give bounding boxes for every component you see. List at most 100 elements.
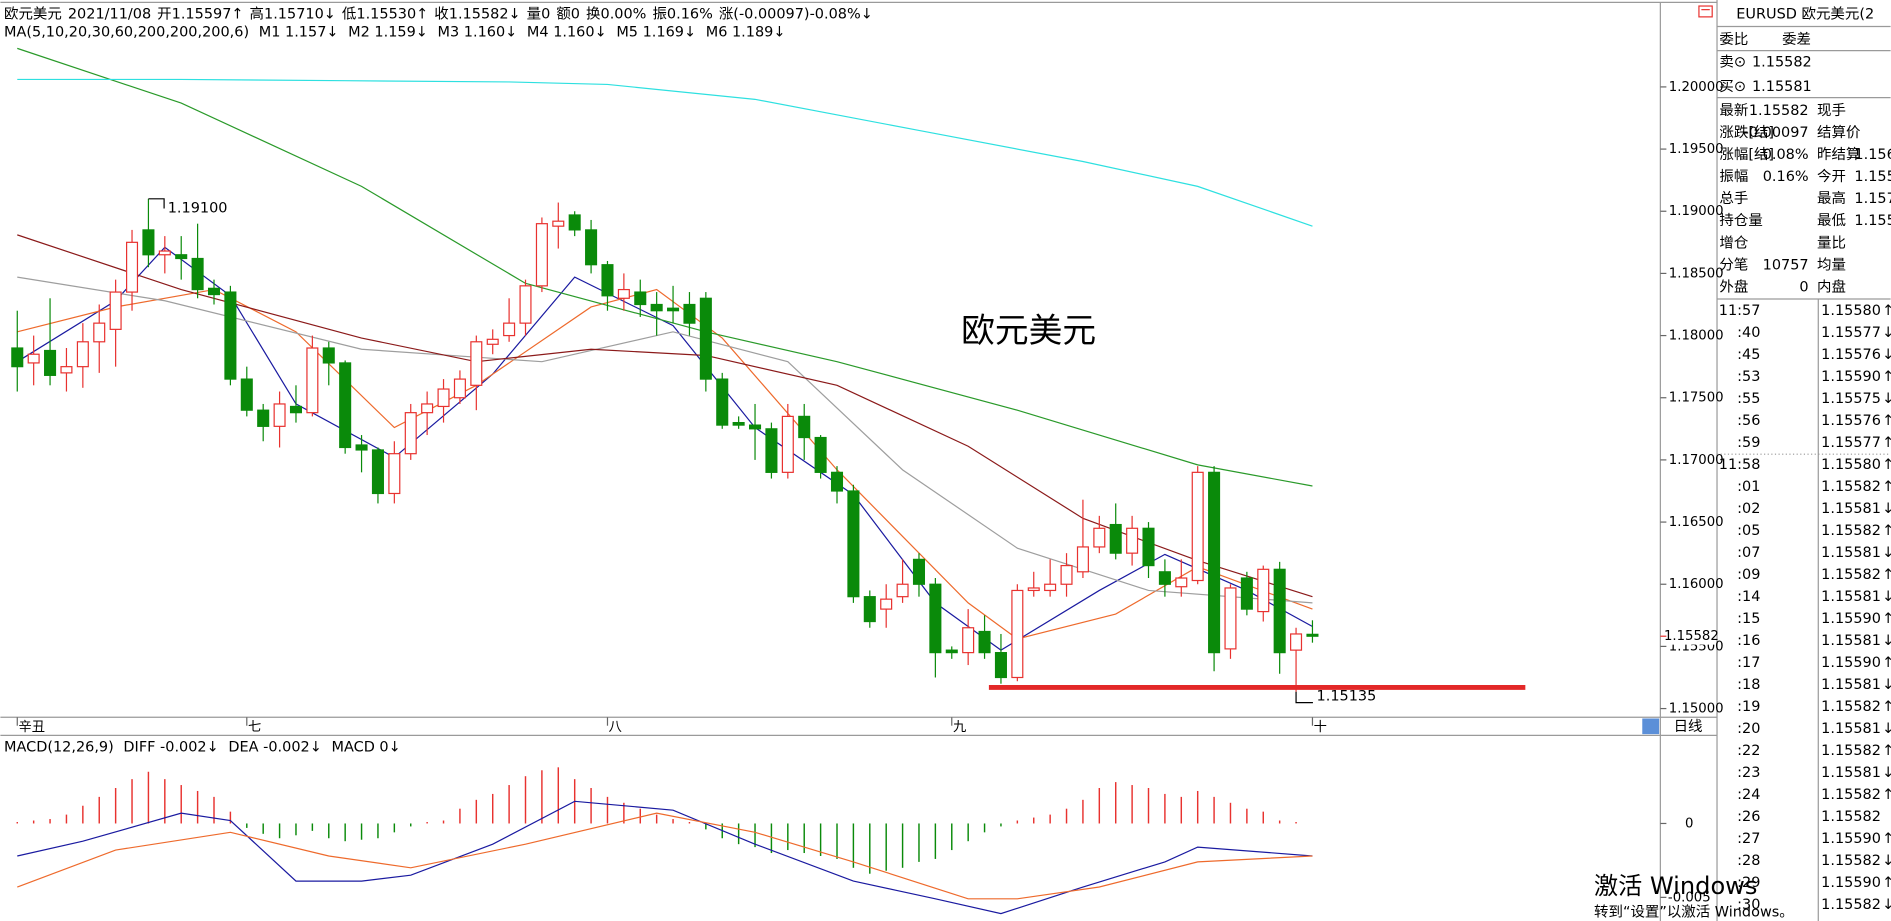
chart-title: 欧元美元 bbox=[961, 311, 1096, 350]
x-tick-label: 七 bbox=[248, 719, 261, 735]
candle-body bbox=[60, 366, 73, 374]
tick-price: 1.15590 bbox=[1821, 369, 1881, 385]
field-value: 1.157 bbox=[1854, 191, 1891, 207]
tick-price: 1.15581 bbox=[1821, 721, 1881, 737]
candle-body bbox=[962, 627, 975, 654]
candle-body bbox=[1175, 577, 1188, 588]
legend-entry: DEA -0.002↓ bbox=[228, 739, 321, 755]
tick-price: 1.15582 bbox=[1821, 787, 1881, 803]
tick-price: 1.15582 bbox=[1821, 567, 1881, 583]
tick-time: :15 bbox=[1737, 611, 1760, 627]
tick-time: :22 bbox=[1737, 743, 1760, 759]
y-tick-label: 1.15000 bbox=[1669, 702, 1724, 717]
field-value: 1.156 bbox=[1854, 147, 1891, 163]
y-tick-label: 1.20000 bbox=[1669, 80, 1724, 95]
field-value: 1.155 bbox=[1854, 213, 1891, 229]
tick-time: :28 bbox=[1737, 853, 1760, 869]
y-tick-label: 1.19000 bbox=[1669, 204, 1724, 219]
tick-arrow: ↑ bbox=[1882, 611, 1891, 627]
tick-price: 1.15581 bbox=[1821, 633, 1881, 649]
legend-entry: DIFF -0.002↓ bbox=[123, 739, 218, 755]
tick-arrow: ↓ bbox=[1882, 325, 1891, 341]
tick-arrow: ↑ bbox=[1882, 875, 1891, 891]
tick-time: :19 bbox=[1737, 699, 1760, 715]
tick-time: :29 bbox=[1737, 875, 1760, 891]
field-value: 10757 bbox=[1763, 257, 1809, 273]
field-label: 外盘 bbox=[1719, 277, 1748, 295]
last-price-label: 1.15582 bbox=[1664, 629, 1719, 644]
annotation-label: 1.15135 bbox=[1317, 689, 1377, 705]
window-icon[interactable] bbox=[1698, 5, 1713, 18]
tick-arrow: ↑ bbox=[1882, 567, 1891, 583]
buy-label: 买⊙ bbox=[1719, 78, 1746, 95]
tick-price: 1.15581 bbox=[1821, 545, 1881, 561]
candle-body bbox=[1109, 523, 1122, 554]
candle-body bbox=[601, 264, 614, 297]
y-tick-label: 0 bbox=[1685, 816, 1693, 831]
tick-time: :18 bbox=[1737, 677, 1760, 693]
tick-price: 1.15580 bbox=[1821, 457, 1881, 473]
candle-body bbox=[1126, 527, 1139, 554]
tick-arrow: ↑ bbox=[1882, 435, 1891, 451]
tick-arrow: ↓ bbox=[1882, 391, 1891, 407]
tick-time: :09 bbox=[1737, 567, 1760, 583]
tick-time: :30 bbox=[1737, 897, 1760, 913]
field-label: 昨结算 bbox=[1817, 146, 1860, 163]
tick-time: :55 bbox=[1737, 391, 1760, 407]
price-chart: 欧元美元 2021/11/08 开1.15597↑ 高1.15710↓ 低1.15530… bbox=[4, 5, 1724, 734]
candle-body bbox=[1290, 633, 1303, 651]
info-item: 换0.00% bbox=[586, 5, 646, 22]
y-tick-label: 1.17000 bbox=[1669, 453, 1724, 468]
tick-price: 1.15581 bbox=[1821, 501, 1881, 517]
y-tick-label: 1.18500 bbox=[1669, 266, 1724, 281]
candle-body bbox=[1306, 633, 1319, 637]
candle-body bbox=[224, 291, 237, 380]
info-item: 收1.15582↓ bbox=[434, 5, 520, 22]
watermark-subtitle: 转到“设置”以激活 Windows。 bbox=[1594, 904, 1794, 921]
panel-header: EURUSD 欧元美元(2 bbox=[1736, 5, 1874, 22]
tick-time: :53 bbox=[1737, 369, 1760, 385]
candle-body bbox=[355, 444, 368, 451]
tick-time: 11:57 bbox=[1719, 303, 1761, 319]
candle-body bbox=[273, 403, 286, 427]
field-label: 今开 bbox=[1817, 168, 1846, 185]
field-label: 持仓量 bbox=[1719, 212, 1762, 229]
field-label: 涨跌[结] bbox=[1719, 124, 1774, 141]
buy-price: 1.15581 bbox=[1752, 79, 1812, 95]
field-value: 1.15582 bbox=[1749, 103, 1809, 119]
candle-body bbox=[257, 409, 270, 427]
tick-arrow: ↑ bbox=[1882, 655, 1891, 671]
candle-body bbox=[552, 220, 565, 227]
field-label: 内盘 bbox=[1817, 277, 1846, 295]
x-tick-label: 九 bbox=[953, 719, 966, 735]
ma-line bbox=[16, 246, 1313, 651]
tick-price: 1.15577 bbox=[1821, 435, 1881, 451]
candle-body bbox=[240, 378, 253, 411]
x-tick-label: 辛丑 bbox=[18, 719, 45, 735]
candle-body bbox=[568, 214, 581, 231]
tick-price: 1.15590 bbox=[1821, 875, 1881, 891]
candle-body bbox=[503, 322, 516, 337]
candle-body bbox=[535, 223, 548, 287]
candle-body bbox=[11, 347, 24, 368]
candle-body bbox=[453, 378, 466, 399]
candle-body bbox=[716, 378, 729, 426]
sell-label: 卖⊙ bbox=[1719, 54, 1746, 71]
tick-time: :07 bbox=[1737, 545, 1760, 561]
candle-body bbox=[1191, 471, 1204, 582]
legend-title: MACD(12,26,9) bbox=[4, 739, 114, 755]
tick-arrow: ↓ bbox=[1882, 853, 1891, 869]
tick-time: :20 bbox=[1737, 721, 1760, 737]
tick-arrow: ↑ bbox=[1882, 787, 1891, 803]
tick-arrow: ↓ bbox=[1882, 347, 1891, 363]
legend-entry: M6 1.189↓ bbox=[706, 25, 786, 41]
field-value: 1.155 bbox=[1854, 169, 1891, 185]
candle-body bbox=[749, 424, 762, 430]
candle-body bbox=[667, 307, 680, 312]
info-item: 涨(-0.00097)-0.08%↓ bbox=[719, 5, 873, 22]
legend-entry: MACD 0↓ bbox=[332, 739, 401, 755]
scroll-button[interactable] bbox=[1642, 718, 1660, 735]
macd-line bbox=[17, 800, 1313, 915]
tick-time: :40 bbox=[1737, 325, 1760, 341]
